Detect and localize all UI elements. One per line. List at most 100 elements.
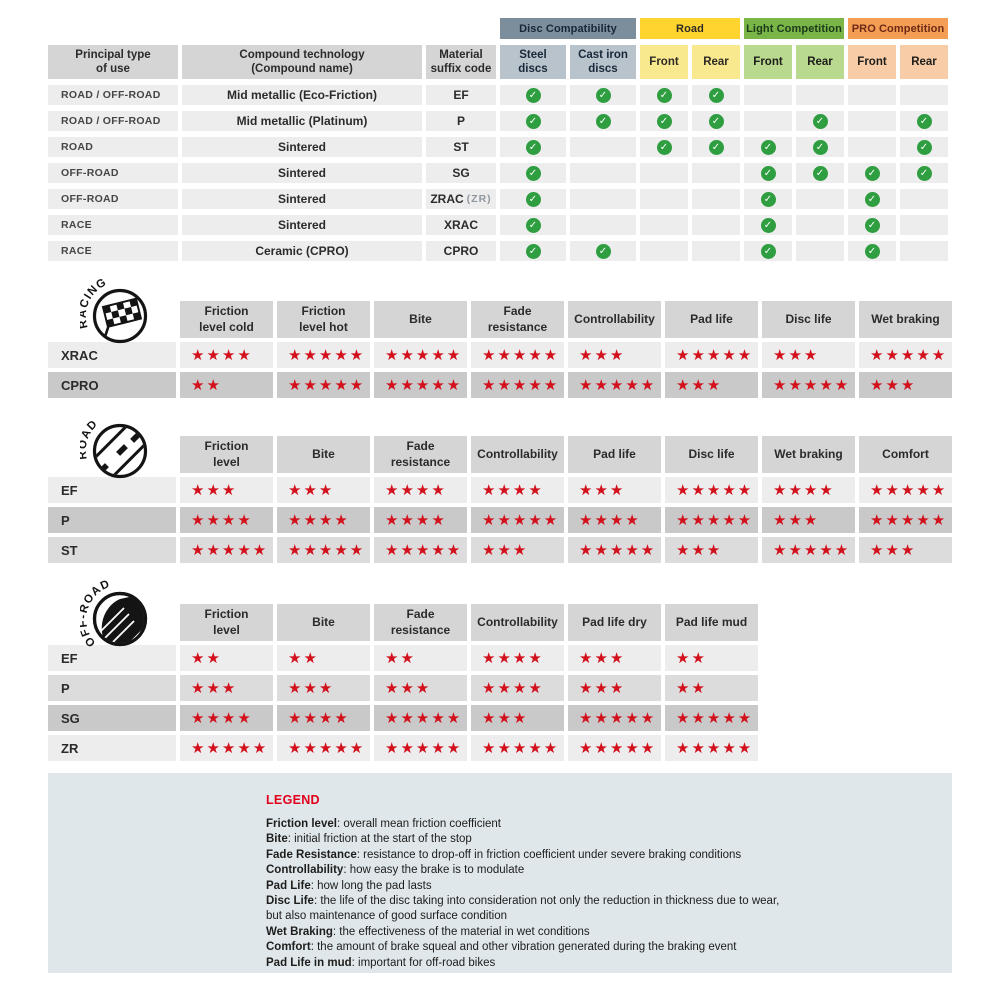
racing-ratings-table: Friction level cold Friction level hot Bit… <box>48 301 952 398</box>
racing-stars-cell: ★★★ <box>859 372 952 398</box>
road-stars-cell: ★★★★ <box>374 507 467 533</box>
offroad-row-label: P <box>48 675 176 701</box>
check-cell: ✓ <box>744 241 792 261</box>
check-cell: ✓ <box>744 215 792 235</box>
check-cell: ✓ <box>640 137 688 157</box>
check-icon: ✓ <box>708 139 724 155</box>
compat-column-header: Material suffix code <box>426 45 496 79</box>
check-cell <box>570 137 636 157</box>
check-cell <box>744 111 792 131</box>
offroad-stars-cell: ★★★★ <box>180 705 273 731</box>
check-cell <box>848 137 896 157</box>
offroad-stars-cell: ★★ <box>180 645 273 671</box>
racing-column-header: Controllability <box>568 301 661 338</box>
compat-subheader: Front <box>640 45 688 79</box>
racing-column-header: Fade resistance <box>471 301 564 338</box>
use-cell: RACE <box>48 241 178 261</box>
page: Disc Compatibility Road Light Competition P… <box>48 0 952 973</box>
racing-column-header: Wet braking <box>859 301 952 338</box>
code-cell: SG <box>426 163 496 183</box>
offroad-column-header: Controllability <box>471 604 564 641</box>
check-cell: ✓ <box>744 163 792 183</box>
offroad-stars-cell: ★★★ <box>568 645 661 671</box>
legend-item: Disc Life: the life of the disc taking i… <box>266 895 780 908</box>
road-column-header: Comfort <box>859 436 952 473</box>
legend-item: Comfort: the amount of brake squeal and … <box>266 941 737 954</box>
check-icon: ✓ <box>525 87 541 103</box>
check-cell: ✓ <box>796 137 844 157</box>
racing-stars-cell: ★★★★★ <box>471 342 564 368</box>
compound-cell: Sintered <box>182 163 422 183</box>
road-stars-cell: ★★★★★ <box>568 537 661 563</box>
legend-item: Pad Life in mud: important for off-road … <box>266 956 496 969</box>
racing-column-header: Pad life <box>665 301 758 338</box>
check-cell: ✓ <box>500 241 566 261</box>
check-icon: ✓ <box>760 191 776 207</box>
road-stars-cell: ★★★★★ <box>665 507 758 533</box>
road-column-header: Pad life <box>568 436 661 473</box>
road-stars-cell: ★★★ <box>665 537 758 563</box>
racing-stars-cell: ★★ <box>180 372 273 398</box>
road-column-header: Disc life <box>665 436 758 473</box>
check-cell <box>692 215 740 235</box>
check-cell <box>570 189 636 209</box>
check-cell: ✓ <box>900 137 948 157</box>
offroad-stars-cell: ★★★ <box>277 675 370 701</box>
offroad-ratings-table: Friction level Bite Fade resistance Control… <box>48 604 952 761</box>
check-icon: ✓ <box>812 165 828 181</box>
compat-group-header: PRO Competition <box>848 18 948 39</box>
compound-cell: Sintered <box>182 189 422 209</box>
compound-cell: Sintered <box>182 215 422 235</box>
check-cell: ✓ <box>848 241 896 261</box>
road-column-header: Wet braking <box>762 436 855 473</box>
code-cell: EF <box>426 85 496 105</box>
check-icon: ✓ <box>595 87 611 103</box>
offroad-stars-cell: ★★★★★ <box>665 705 758 731</box>
legend-title: LEGEND <box>266 793 320 807</box>
check-icon: ✓ <box>656 87 672 103</box>
check-cell: ✓ <box>640 85 688 105</box>
code-cell: XRAC <box>426 215 496 235</box>
legend-items: Friction level: overall mean friction co… <box>266 817 922 971</box>
offroad-stars-cell: ★★★★★ <box>277 735 370 761</box>
offroad-stars-cell: ★★★★ <box>277 705 370 731</box>
check-cell <box>900 215 948 235</box>
road-stars-cell: ★★★ <box>859 537 952 563</box>
offroad-stars-cell: ★★★★★ <box>180 735 273 761</box>
road-stars-cell: ★★★ <box>277 477 370 503</box>
offroad-stars-cell: ★★ <box>277 645 370 671</box>
racing-stars-cell: ★★★★★ <box>374 342 467 368</box>
legend-term: Controllability <box>266 864 344 877</box>
check-icon: ✓ <box>916 113 932 129</box>
check-cell: ✓ <box>900 111 948 131</box>
offroad-stars-cell: ★★★ <box>374 675 467 701</box>
road-stars-cell: ★★★★ <box>471 477 564 503</box>
offroad-mud-icon: OFF-ROAD <box>77 574 156 650</box>
compound-cell: Ceramic (CPRO) <box>182 241 422 261</box>
check-cell <box>570 163 636 183</box>
check-icon: ✓ <box>708 87 724 103</box>
legend-item: Controllability: how easy the brake is t… <box>266 864 525 877</box>
check-cell <box>900 85 948 105</box>
check-cell <box>692 163 740 183</box>
compatibility-table: Disc Compatibility Road Light Competition P… <box>48 18 952 261</box>
compat-group-header: Disc Compatibility <box>500 18 636 39</box>
road-stars-cell: ★★★ <box>471 537 564 563</box>
compat-group-header: Road <box>640 18 740 39</box>
racing-stars-cell: ★★★★★ <box>277 342 370 368</box>
check-icon: ✓ <box>525 191 541 207</box>
code-cell: P <box>426 111 496 131</box>
racing-stars-cell: ★★★★ <box>180 342 273 368</box>
check-cell <box>900 241 948 261</box>
use-cell: ROAD / OFF-ROAD <box>48 111 178 131</box>
road-stars-cell: ★★★★★ <box>180 537 273 563</box>
check-cell: ✓ <box>744 137 792 157</box>
check-icon: ✓ <box>864 165 880 181</box>
check-icon: ✓ <box>656 139 672 155</box>
racing-column-header: Disc life <box>762 301 855 338</box>
road-stars-cell: ★★★★ <box>180 507 273 533</box>
road-stars-cell: ★★★★★ <box>665 477 758 503</box>
check-icon: ✓ <box>595 243 611 259</box>
